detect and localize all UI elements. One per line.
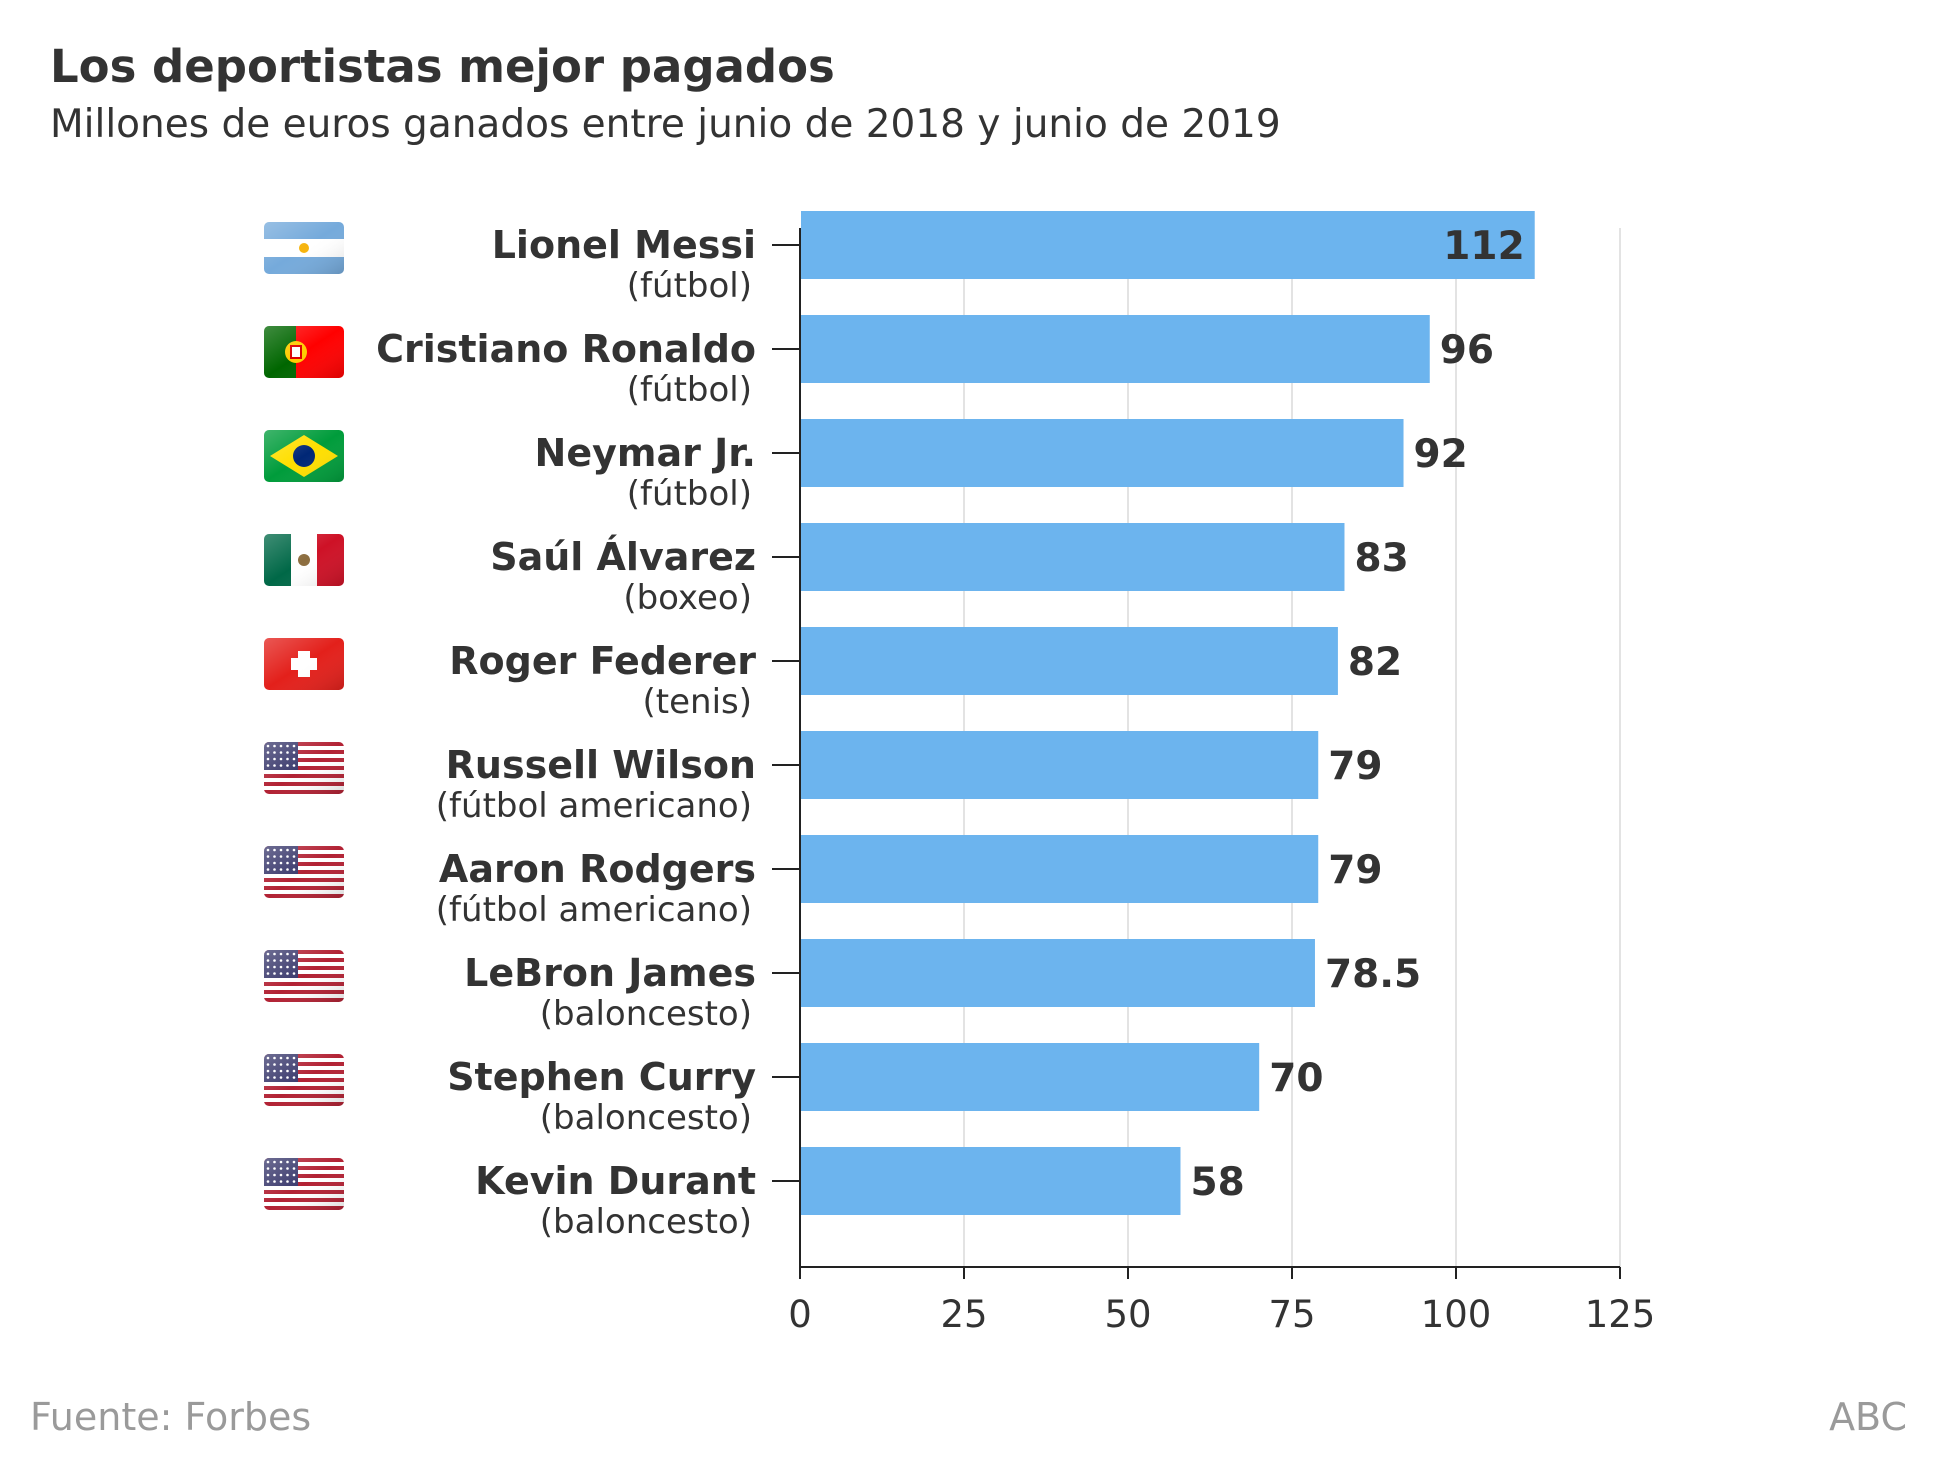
x-tick-label: 75 (1268, 1293, 1315, 1336)
athlete-sport: (fútbol americano) (436, 890, 752, 930)
athlete-name: Lionel Messi (492, 223, 756, 267)
bar (801, 315, 1430, 383)
athlete-name: Cristiano Ronaldo (376, 327, 756, 371)
bar-value-label: 112 (1443, 224, 1524, 269)
bar (801, 211, 1535, 279)
bar (801, 627, 1338, 695)
bar-chart: 112 96 92 83 82 79 79 78.5 70 58 0 25 50 75 100 125 Li… (264, 211, 1655, 1336)
athlete-name: Roger Federer (449, 639, 756, 683)
x-tick-label: 100 (1421, 1293, 1492, 1336)
argentina-flag-icon (264, 222, 344, 274)
x-tick-label: 0 (788, 1293, 812, 1336)
usa-flag-icon (264, 846, 344, 898)
athlete-sport: (boxeo) (623, 578, 752, 618)
athlete-name: Aaron Rodgers (439, 847, 756, 891)
mexico-flag-icon (264, 534, 344, 586)
bar (801, 939, 1315, 1007)
bars: 112 96 92 83 82 79 79 78.5 70 58 (801, 211, 1535, 1215)
portugal-flag-icon (264, 326, 344, 378)
category-labels: Lionel Messi(fútbol)Cristiano Ronaldo(fú… (376, 223, 756, 1242)
brazil-flag-icon (264, 430, 344, 482)
bar-value-label: 92 (1414, 432, 1468, 477)
credit-note: ABC (1829, 1395, 1907, 1439)
chart-title: Los deportistas mejor pagados (50, 40, 835, 93)
bar-value-label: 96 (1440, 328, 1494, 373)
bar (801, 731, 1319, 799)
athlete-sport: (baloncesto) (540, 994, 752, 1034)
chart-subtitle: Millones de euros ganados entre junio de… (50, 102, 1281, 147)
usa-flag-icon (264, 742, 344, 794)
athlete-sport: (fútbol) (627, 266, 752, 306)
bar-value-label: 58 (1190, 1160, 1244, 1205)
bar-value-label: 78.5 (1325, 952, 1421, 997)
athlete-sport: (fútbol) (627, 474, 752, 514)
athlete-name: Neymar Jr. (535, 431, 756, 475)
bar-value-label: 70 (1269, 1056, 1323, 1101)
axes: 0 25 50 75 100 125 (772, 228, 1655, 1336)
athlete-name: LeBron James (464, 951, 756, 995)
bar (801, 1147, 1181, 1215)
x-tick-label: 125 (1585, 1293, 1656, 1336)
usa-flag-icon (264, 950, 344, 1002)
x-tick-label: 50 (1104, 1293, 1151, 1336)
bar (801, 523, 1345, 591)
athlete-name: Kevin Durant (475, 1159, 756, 1203)
bar (801, 835, 1319, 903)
athlete-sport: (baloncesto) (540, 1098, 752, 1138)
athlete-name: Saúl Álvarez (490, 535, 756, 579)
athlete-sport: (baloncesto) (540, 1202, 752, 1242)
athlete-sport: (fútbol americano) (436, 786, 752, 826)
switzerland-flag-icon (264, 638, 344, 690)
athlete-sport: (tenis) (643, 682, 753, 722)
bar (801, 419, 1404, 487)
bar (801, 1043, 1260, 1111)
flags (264, 222, 344, 1210)
usa-flag-icon (264, 1054, 344, 1106)
usa-flag-icon (264, 1158, 344, 1210)
athlete-sport: (fútbol) (627, 370, 752, 410)
athlete-name: Stephen Curry (447, 1055, 756, 1099)
source-note: Fuente: Forbes (30, 1395, 312, 1439)
bar-value-label: 82 (1348, 640, 1402, 685)
x-tick-label: 25 (940, 1293, 987, 1336)
athlete-name: Russell Wilson (446, 743, 756, 787)
bar-value-label: 83 (1354, 536, 1408, 581)
bar-value-label: 79 (1328, 848, 1382, 893)
bar-value-label: 79 (1328, 744, 1382, 789)
